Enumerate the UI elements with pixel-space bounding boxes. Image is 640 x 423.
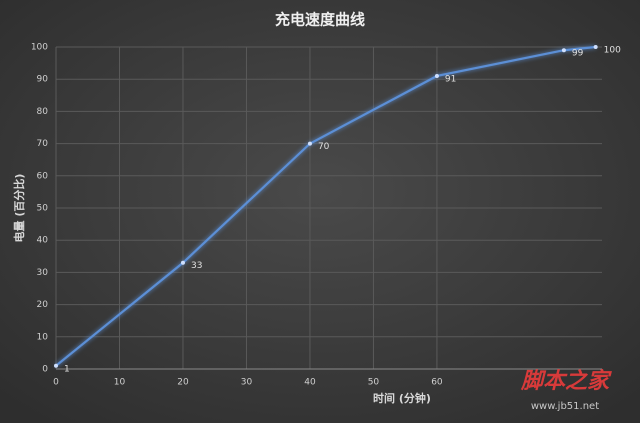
y-tick-label: 80 bbox=[37, 107, 49, 117]
data-point bbox=[434, 73, 439, 78]
x-tick-label: 30 bbox=[241, 378, 253, 388]
y-tick-label: 40 bbox=[37, 236, 49, 246]
y-tick-label: 100 bbox=[31, 43, 48, 53]
x-tick-label: 20 bbox=[177, 378, 189, 388]
data-label: 1 bbox=[64, 364, 70, 374]
x-tick-label: 50 bbox=[368, 378, 380, 388]
y-tick-label: 60 bbox=[37, 171, 49, 181]
x-tick-label: 10 bbox=[114, 378, 126, 388]
data-label: 99 bbox=[572, 49, 584, 59]
y-tick-label: 10 bbox=[37, 332, 49, 342]
y-tick-label: 70 bbox=[37, 139, 49, 149]
y-tick-label: 0 bbox=[42, 365, 48, 375]
x-axis-label: 时间 (分钟) bbox=[373, 391, 431, 405]
y-tick-label: 90 bbox=[37, 75, 49, 85]
chart-title: 充电速度曲线 bbox=[275, 11, 365, 29]
watermark-url: www.jb51.net bbox=[531, 401, 599, 412]
line-series bbox=[55, 45, 596, 367]
x-tick-label: 40 bbox=[304, 378, 316, 388]
y-tick-label: 20 bbox=[37, 300, 49, 310]
data-point bbox=[561, 48, 566, 53]
y-axis-label: 电量 (百分比) bbox=[12, 174, 26, 243]
x-tick-label: 60 bbox=[431, 378, 443, 388]
data-point bbox=[593, 45, 598, 49]
y-tick-label: 50 bbox=[37, 204, 49, 214]
watermark-brand: 脚本之家 bbox=[520, 368, 612, 394]
data-label: 91 bbox=[445, 74, 456, 84]
data-label: 33 bbox=[191, 261, 202, 271]
data-point bbox=[54, 363, 58, 368]
data-point bbox=[307, 141, 312, 146]
y-tick-label: 30 bbox=[37, 268, 49, 278]
x-tick-label: 0 bbox=[53, 378, 59, 388]
data-label: 100 bbox=[604, 46, 621, 56]
data-point bbox=[180, 260, 185, 265]
data-label: 70 bbox=[318, 142, 330, 152]
